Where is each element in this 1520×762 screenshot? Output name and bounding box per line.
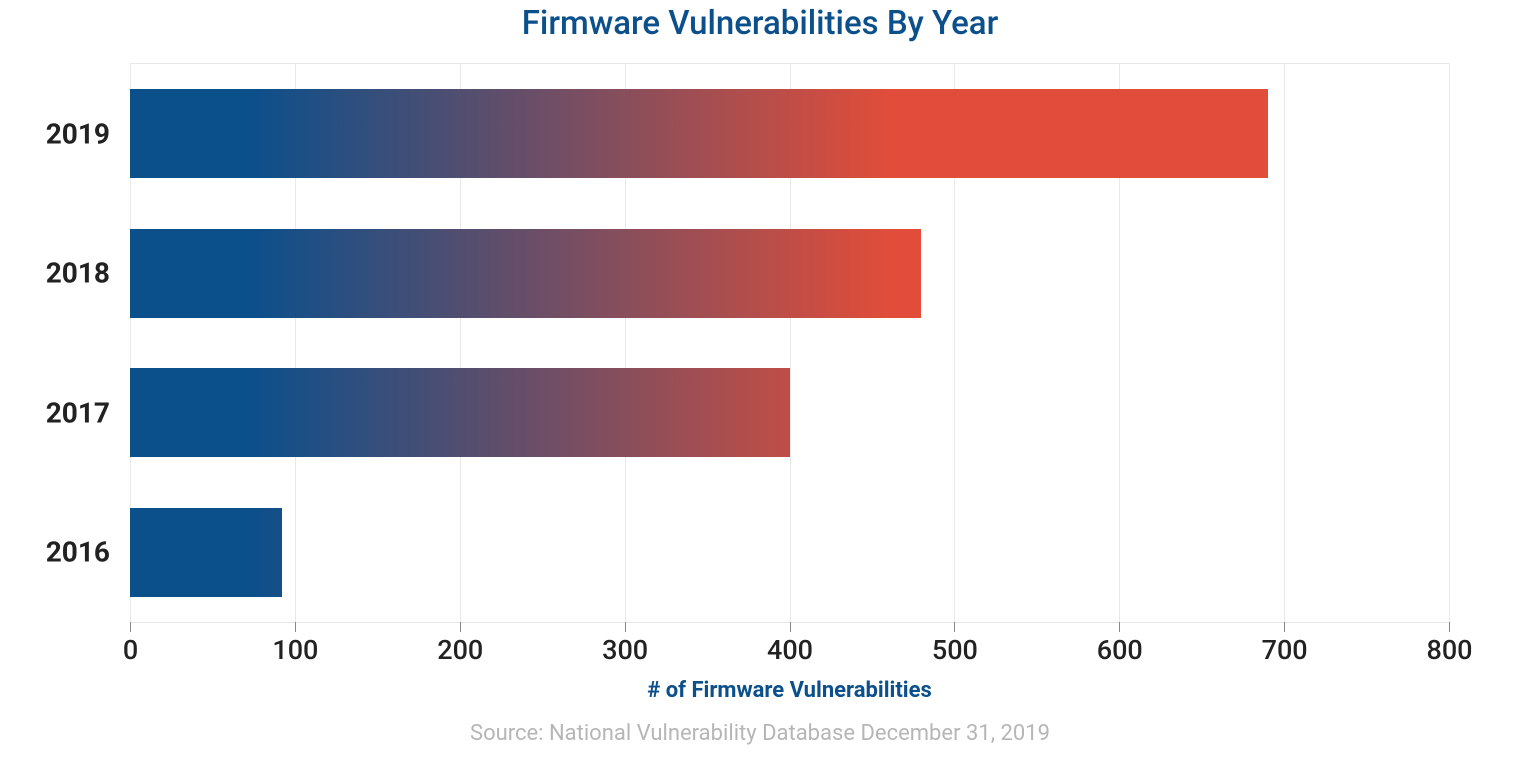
chart-plot-area: 2019201820172016 01002003004005006007008… (130, 63, 1450, 623)
x-tick-label: 700 (1262, 634, 1308, 666)
x-tick: 100 (295, 622, 296, 632)
x-tick-label: 0 (123, 634, 138, 666)
y-category-label: 2016 (46, 536, 110, 569)
x-tick-label: 800 (1426, 634, 1472, 666)
x-tick: 500 (954, 622, 955, 632)
x-tick-label: 600 (1097, 634, 1143, 666)
x-tick-label: 400 (767, 634, 813, 666)
bar (130, 368, 790, 457)
y-category-label: 2018 (46, 257, 110, 290)
source-caption: Source: National Vulnerability Database … (0, 721, 1520, 746)
bar-row: 2016 (130, 483, 1449, 623)
y-category-label: 2017 (46, 396, 110, 429)
bar-row: 2017 (130, 343, 1449, 483)
x-tick: 200 (460, 622, 461, 632)
x-tick: 400 (790, 622, 791, 632)
x-tick-label: 100 (272, 634, 318, 666)
x-tick-label: 500 (932, 634, 978, 666)
chart-title: Firmware Vulnerabilities By Year (0, 0, 1520, 63)
x-tick: 0 (130, 622, 131, 632)
x-tick-label: 200 (437, 634, 483, 666)
bar (130, 229, 921, 318)
y-category-label: 2019 (46, 117, 110, 150)
x-tick: 600 (1119, 622, 1120, 632)
x-tick: 800 (1449, 622, 1450, 632)
bar (130, 508, 282, 597)
x-axis-label: # of Firmware Vulnerabilities (130, 678, 1449, 703)
x-tick: 300 (625, 622, 626, 632)
bar-row: 2018 (130, 204, 1449, 344)
gridline (1449, 64, 1450, 622)
x-tick-label: 300 (602, 634, 648, 666)
x-tick: 700 (1284, 622, 1285, 632)
bar (130, 89, 1268, 178)
bar-row: 2019 (130, 64, 1449, 204)
